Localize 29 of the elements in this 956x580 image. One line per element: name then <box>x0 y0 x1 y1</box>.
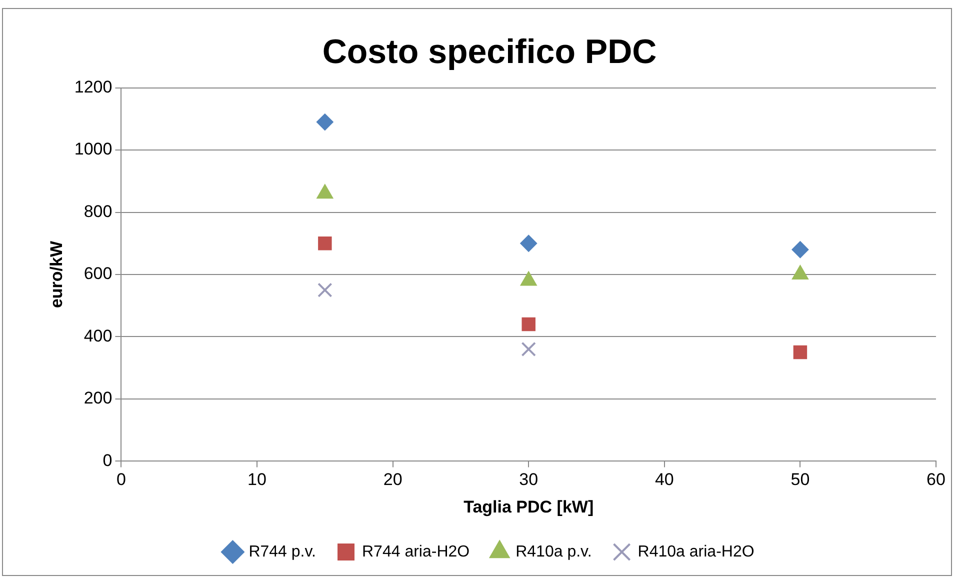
point <box>316 114 334 131</box>
point <box>793 345 808 360</box>
x-tick-label: 10 <box>248 470 266 490</box>
y-tick-label: 200 <box>84 388 112 408</box>
point <box>520 234 538 252</box>
x-tick-label: 20 <box>383 470 402 490</box>
y-tick-label: 600 <box>84 264 112 284</box>
legend-label: R410a aria-H2O <box>638 543 754 560</box>
y-tick-label: 0 <box>102 450 112 470</box>
y-tick-label: 1200 <box>74 77 112 96</box>
x-tick-label: 60 <box>926 470 946 490</box>
legend-label: R410a p.v. <box>516 543 592 560</box>
chart-title: Costo specifico PDC <box>322 32 657 71</box>
point <box>792 241 809 258</box>
y-tick-label: 400 <box>84 326 112 346</box>
point <box>521 342 536 357</box>
point <box>522 317 536 332</box>
x-axis-title: Taglia PDC [kW] <box>464 497 594 516</box>
x-tick-label: 30 <box>519 470 538 490</box>
y-axis-title: euro/kW <box>46 240 66 308</box>
legend-label: R744 p.v. <box>248 543 316 560</box>
y-tick-label: 1000 <box>74 140 112 159</box>
x-tick-label: 0 <box>116 470 126 490</box>
point <box>318 282 332 298</box>
legend-label: R744 aria-H2O <box>362 543 470 560</box>
point <box>318 236 332 250</box>
x-tick-label: 40 <box>654 470 674 490</box>
x-tick-label: 50 <box>790 470 810 490</box>
y-tick-label: 800 <box>84 202 112 221</box>
